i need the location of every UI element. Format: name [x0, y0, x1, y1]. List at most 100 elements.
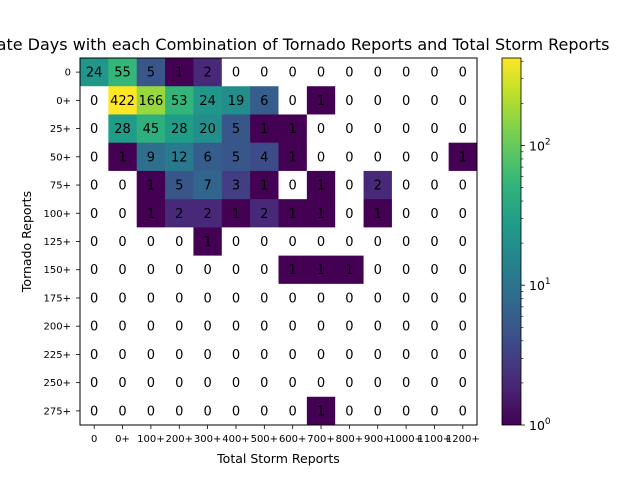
heatmap-cell [420, 312, 450, 341]
cell-value-label: 2 [374, 179, 382, 194]
chart-title: Moderate Days with each Combination of T… [0, 35, 610, 54]
heatmap-cell [80, 86, 109, 115]
heatmap-cell [448, 227, 478, 257]
heatmap-cell [448, 283, 478, 313]
heatmap-cell [165, 312, 194, 341]
heatmap-cell [80, 227, 109, 257]
cell-value-label: 0 [374, 122, 382, 137]
heatmap-cell [391, 340, 421, 369]
heatmap-cell [108, 114, 138, 144]
heatmap-cell [363, 114, 393, 144]
cell-value-label: 0 [118, 320, 126, 335]
cell-value-label: 0 [232, 235, 240, 250]
cell-value-label: 0 [317, 66, 325, 81]
heatmap-cell [306, 396, 336, 426]
cell-value-label: 0 [147, 320, 155, 335]
cell-value-label: 0 [459, 66, 467, 81]
heatmap-cell [335, 227, 364, 257]
heatmap-cell [193, 114, 223, 144]
cell-value-label: 0 [459, 235, 467, 250]
cell-value-label: 0 [430, 66, 438, 81]
y-tick-label: 25+ [50, 124, 71, 135]
heatmap-cell [278, 368, 308, 398]
cell-value-label: 0 [260, 348, 268, 363]
heatmap-cell [278, 396, 308, 426]
cell-value-label: 0 [175, 320, 183, 335]
y-tick-label: 250+ [44, 378, 71, 389]
cell-value-label: 1 [317, 404, 325, 419]
heatmap-cell [306, 368, 336, 398]
heatmap-cell [448, 86, 478, 115]
cell-value-label: 53 [171, 94, 188, 109]
cell-value-label: 0 [317, 320, 325, 335]
heatmap-cell [221, 199, 251, 228]
heatmap-cell [250, 368, 279, 398]
heatmap-cell [108, 368, 138, 398]
cell-value-label: 0 [459, 376, 467, 391]
heatmap-cell [420, 227, 450, 257]
heatmap-cell [80, 114, 109, 144]
cell-value-label: 19 [228, 94, 245, 109]
cell-value-label: 24 [86, 66, 103, 81]
heatmap-cell [391, 255, 421, 285]
cell-value-label: 0 [402, 404, 410, 419]
cell-value-label: 0 [374, 376, 382, 391]
heatmap-cell [420, 114, 450, 144]
cell-value-label: 0 [203, 348, 211, 363]
cell-value-label: 5 [147, 66, 155, 81]
heatmap-cell [278, 255, 308, 285]
cell-value-label: 0 [289, 348, 297, 363]
x-tick-label: 100+ [137, 434, 164, 445]
heatmap-cell [221, 255, 251, 285]
cell-value-label: 2 [203, 66, 211, 81]
cell-value-label: 0 [118, 376, 126, 391]
heatmap-cell [335, 340, 364, 369]
heatmap-cell [448, 142, 478, 172]
y-tick-label: 150+ [44, 265, 71, 276]
cell-value-label: 0 [90, 122, 98, 137]
heatmap-cell [391, 283, 421, 313]
heatmap-cell [391, 114, 421, 144]
heatmap-cell [250, 114, 279, 144]
heatmap-cell [193, 58, 223, 87]
cell-value-label: 9 [147, 150, 155, 165]
cell-value-label: 0 [232, 320, 240, 335]
cell-value-label: 0 [232, 66, 240, 81]
heatmap-cell [221, 114, 251, 144]
heatmap-cell [448, 312, 478, 341]
cell-value-label: 5 [232, 150, 240, 165]
cell-value-label: 0 [402, 320, 410, 335]
heatmap-cell [80, 368, 109, 398]
cell-value-label: 0 [374, 66, 382, 81]
cell-value-label: 2 [260, 207, 268, 222]
heatmap-cell [80, 58, 109, 87]
heatmap-cell [136, 114, 166, 144]
heatmap-cell [278, 199, 308, 228]
cell-value-label: 0 [118, 404, 126, 419]
heatmap-cell [193, 340, 223, 369]
heatmap-cell [136, 340, 166, 369]
heatmap-cell [80, 396, 109, 426]
cell-value-label: 0 [402, 348, 410, 363]
cell-value-label: 0 [118, 207, 126, 222]
cell-value-label: 0 [345, 122, 353, 137]
heatmap-cell [165, 396, 194, 426]
heatmap-cell [250, 142, 279, 172]
heatmap-cell [420, 340, 450, 369]
heatmap-cells [80, 58, 478, 426]
heatmap-cell [335, 368, 364, 398]
cell-value-label: 0 [90, 404, 98, 419]
cell-value-label: 1 [345, 263, 353, 278]
cell-value-label: 0 [430, 150, 438, 165]
heatmap-cell [448, 255, 478, 285]
y-axis-ticks: 0 0+ 25+ 50+ 75+ 100+ 125+ 150+ 175+ 200+ 225+ 250+… [44, 68, 80, 417]
heatmap-cell [448, 396, 478, 426]
cell-value-label: 12 [171, 150, 188, 165]
cell-value-label: 0 [289, 404, 297, 419]
heatmap-cell [250, 170, 279, 200]
heatmap-cell [136, 283, 166, 313]
cell-value-label: 0 [147, 263, 155, 278]
cell-value-label: 0 [317, 122, 325, 137]
x-tick-label: 500+ [251, 434, 278, 445]
heatmap-cell [448, 114, 478, 144]
